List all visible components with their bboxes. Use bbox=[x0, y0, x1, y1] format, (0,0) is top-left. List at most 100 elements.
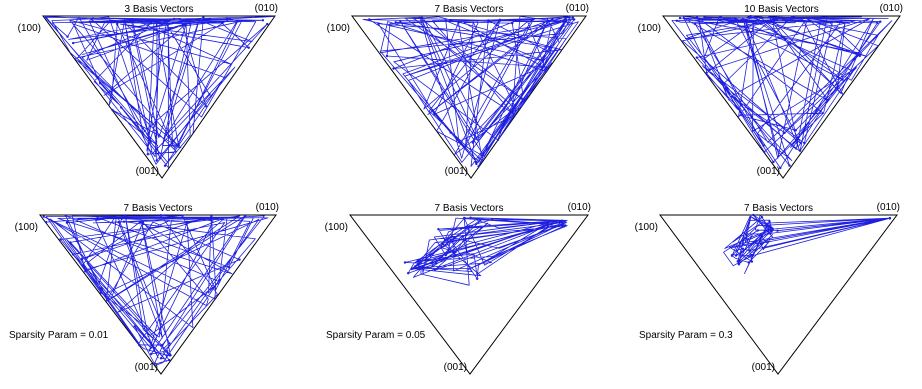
trajectory-point bbox=[803, 142, 806, 145]
trajectory-point bbox=[111, 108, 114, 112]
trajectory-point bbox=[141, 221, 145, 224]
trajectory-point bbox=[772, 160, 775, 164]
trajectory-point bbox=[772, 19, 775, 23]
trajectory-point bbox=[545, 70, 548, 73]
trajectory-point bbox=[183, 22, 186, 25]
trajectory-point bbox=[385, 54, 389, 58]
trajectory-point bbox=[416, 260, 419, 263]
trajectory-point bbox=[736, 260, 739, 263]
panel-2: 7 Basis Vectors (100) (010) (001) bbox=[327, 3, 589, 179]
vertex-label-100: (100) bbox=[638, 23, 661, 34]
trajectory-point bbox=[734, 254, 738, 257]
trajectory-line bbox=[671, 15, 893, 169]
panel-title: 7 Basis Vectors bbox=[124, 203, 193, 214]
trajectory-point bbox=[98, 82, 102, 85]
trajectory-point bbox=[147, 339, 151, 342]
trajectory-point bbox=[520, 97, 523, 100]
trajectory-point bbox=[474, 161, 478, 164]
trajectory-point bbox=[750, 253, 753, 257]
trajectory-point bbox=[697, 18, 701, 21]
trajectory-point bbox=[80, 258, 83, 261]
trajectory-line bbox=[723, 214, 891, 275]
trajectory-point bbox=[888, 217, 892, 220]
trajectory-point bbox=[561, 221, 564, 224]
trajectory-point bbox=[437, 228, 440, 231]
trajectory-point bbox=[682, 17, 686, 20]
trajectory-point bbox=[204, 105, 208, 108]
trajectory-point bbox=[858, 54, 861, 58]
trajectory-point bbox=[479, 225, 482, 228]
trajectory-point bbox=[571, 16, 575, 19]
vertex-label-010: (010) bbox=[880, 3, 903, 14]
trajectory-point bbox=[756, 229, 759, 232]
trajectory-point bbox=[64, 214, 68, 217]
vertex-label-001: (001) bbox=[757, 166, 780, 177]
trajectory-line bbox=[404, 217, 568, 286]
trajectory-point bbox=[421, 265, 424, 269]
vertex-label-010: (010) bbox=[877, 202, 900, 213]
trajectory-point bbox=[138, 220, 142, 224]
trajectory-point bbox=[841, 78, 844, 81]
trajectory-point bbox=[675, 19, 678, 22]
trajectory-point bbox=[247, 46, 250, 49]
trajectory-point bbox=[72, 41, 75, 45]
trajectory-point bbox=[177, 143, 180, 146]
trajectory-point bbox=[511, 22, 514, 25]
trajectory-point bbox=[487, 19, 490, 22]
trajectory-point bbox=[783, 131, 786, 134]
trajectory-point bbox=[149, 21, 153, 24]
vertex-label-100: (100) bbox=[18, 23, 41, 34]
trajectory-point bbox=[218, 278, 221, 282]
trajectory-point bbox=[476, 277, 479, 280]
trajectory-point bbox=[235, 215, 239, 219]
trajectory-point bbox=[399, 20, 402, 23]
trajectory-point bbox=[130, 18, 134, 21]
trajectory-point bbox=[368, 18, 371, 21]
trajectory-point bbox=[758, 234, 762, 237]
trajectory-point bbox=[123, 19, 126, 22]
trajectory-point bbox=[42, 215, 45, 218]
trajectory-point bbox=[158, 18, 162, 22]
trajectory-point bbox=[114, 215, 117, 218]
trajectory-point bbox=[221, 21, 224, 25]
sparsity-label: Sparsity Param = 0.3 bbox=[639, 330, 733, 341]
trajectory-point bbox=[463, 216, 466, 220]
trajectory-point bbox=[788, 164, 791, 167]
trajectory-point bbox=[71, 253, 75, 256]
trajectory-point bbox=[457, 21, 460, 24]
trajectory-point bbox=[763, 150, 766, 154]
trajectory-point bbox=[432, 20, 436, 23]
trajectory-point bbox=[117, 221, 120, 224]
trajectory-point bbox=[741, 247, 745, 250]
trajectory-point bbox=[65, 221, 69, 224]
vertex-label-010: (010) bbox=[256, 202, 279, 213]
trajectory-point bbox=[90, 17, 93, 21]
trajectory-point bbox=[133, 325, 136, 328]
trajectory-point bbox=[159, 214, 162, 217]
trajectory-point bbox=[195, 217, 198, 220]
trajectory-point bbox=[450, 235, 454, 238]
trajectory-point bbox=[794, 129, 797, 132]
trajectory-point bbox=[568, 15, 571, 18]
trajectory-point bbox=[166, 19, 169, 23]
trajectory-point bbox=[469, 216, 472, 219]
trajectory-point bbox=[560, 219, 563, 222]
trajectory-point bbox=[168, 342, 171, 345]
trajectory-point bbox=[120, 217, 124, 220]
trajectory-point bbox=[770, 229, 773, 233]
trajectory-point bbox=[244, 214, 247, 218]
trajectory-point bbox=[693, 22, 697, 26]
trajectory-point bbox=[546, 20, 549, 23]
trajectory-point bbox=[186, 19, 189, 22]
trajectory-point bbox=[879, 20, 882, 23]
trajectory-point bbox=[760, 16, 763, 19]
trajectory-point bbox=[705, 72, 708, 75]
trajectory-point bbox=[130, 20, 133, 23]
trajectory-point bbox=[565, 19, 568, 23]
trajectory-point bbox=[414, 265, 417, 268]
panel-title: 10 Basis Vectors bbox=[744, 4, 818, 15]
trajectory-point bbox=[678, 16, 682, 20]
trajectory-point bbox=[261, 19, 265, 22]
trajectory-point bbox=[708, 68, 711, 71]
panel-4: 7 Basis Vectors (100) (010) (001) Sparsity P… bbox=[9, 202, 279, 375]
